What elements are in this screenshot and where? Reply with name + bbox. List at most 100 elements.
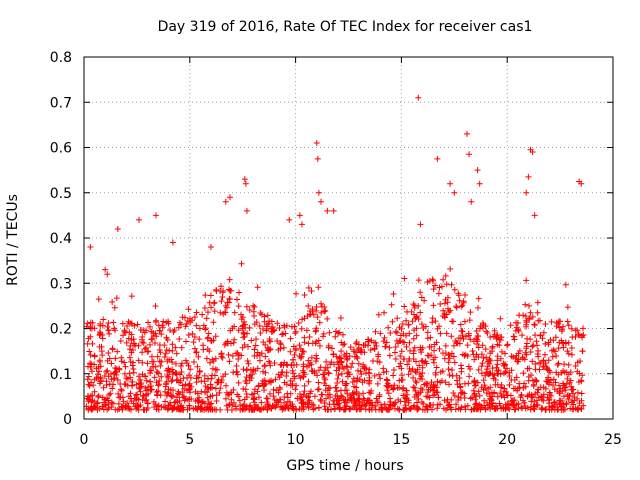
data-point: [386, 352, 393, 359]
data-point: [207, 381, 214, 388]
data-point: [167, 392, 174, 399]
data-point: [540, 329, 547, 336]
data-point: [380, 365, 387, 372]
data-point: [475, 304, 482, 311]
data-point: [498, 348, 505, 355]
data-point: [494, 393, 501, 400]
data-point: [296, 212, 303, 219]
data-point: [534, 402, 541, 409]
data-point: [317, 396, 324, 403]
data-point: [209, 365, 216, 372]
data-point: [519, 332, 526, 339]
data-point: [251, 396, 258, 403]
data-point: [551, 386, 558, 393]
data-point: [279, 331, 286, 338]
data-point: [526, 302, 533, 309]
data-point: [273, 399, 280, 406]
data-point: [91, 388, 98, 395]
data-point: [319, 371, 326, 378]
data-point: [298, 221, 305, 228]
data-point: [169, 239, 176, 246]
data-point: [572, 327, 579, 334]
data-point: [146, 367, 153, 374]
data-point: [140, 392, 147, 399]
data-point: [545, 397, 552, 404]
data-point: [401, 339, 408, 346]
data-point: [267, 338, 274, 345]
data-point: [236, 397, 243, 404]
data-point: [376, 371, 383, 378]
data-point: [243, 391, 250, 398]
data-point: [234, 371, 241, 378]
data-point: [269, 324, 276, 330]
data-point: [314, 372, 321, 379]
data-point: [444, 396, 451, 403]
data-point: [222, 309, 229, 316]
data-point: [151, 374, 158, 381]
data-point: [483, 390, 490, 397]
data-point: [240, 322, 247, 329]
data-point: [540, 397, 547, 404]
x-tick-label: 15: [392, 432, 410, 448]
data-point: [87, 351, 94, 358]
data-point: [387, 330, 394, 337]
data-point: [255, 394, 262, 401]
data-point: [185, 332, 192, 339]
data-point: [129, 346, 136, 353]
data-point: [311, 393, 318, 400]
data-point: [474, 167, 481, 174]
data-point: [254, 284, 261, 291]
data-point: [349, 379, 356, 386]
data-point: [563, 380, 570, 387]
data-point: [521, 380, 528, 387]
data-point: [560, 323, 567, 330]
data-point: [239, 325, 246, 332]
data-point: [207, 304, 214, 311]
data-point: [459, 351, 466, 358]
data-point: [260, 339, 267, 346]
data-point: [580, 325, 587, 332]
data-point: [434, 155, 441, 162]
data-point: [147, 378, 154, 385]
data-point: [330, 207, 337, 214]
data-point: [283, 361, 290, 368]
data-point: [527, 406, 534, 413]
data-point: [258, 350, 265, 357]
data-point: [578, 180, 585, 187]
data-point: [193, 309, 200, 316]
data-point: [453, 303, 460, 310]
data-point: [129, 378, 136, 385]
data-point: [165, 320, 172, 327]
data-point: [397, 398, 404, 405]
data-point: [217, 385, 224, 392]
data-point: [177, 362, 184, 369]
data-point: [203, 355, 210, 362]
data-point: [351, 353, 358, 360]
data-point: [154, 353, 161, 360]
data-point: [165, 373, 172, 380]
data-point: [342, 387, 349, 394]
data-point: [179, 382, 186, 389]
data-point: [471, 382, 478, 389]
data-point: [504, 341, 511, 348]
data-point: [532, 332, 539, 339]
data-point: [219, 354, 226, 361]
data-point: [455, 394, 462, 401]
data-point: [130, 340, 137, 347]
data-point: [260, 368, 267, 375]
data-point: [447, 180, 454, 187]
data-point: [523, 343, 530, 350]
data-point: [91, 325, 98, 332]
data-point: [305, 403, 312, 410]
data-point: [235, 356, 242, 363]
data-point: [103, 378, 110, 385]
data-point: [161, 342, 168, 349]
data-point: [273, 387, 280, 394]
data-point: [562, 339, 569, 346]
data-point: [86, 396, 93, 403]
data-point: [134, 402, 141, 409]
data-point: [464, 342, 471, 349]
data-point: [408, 308, 415, 315]
data-point: [549, 382, 556, 389]
data-point: [410, 384, 417, 391]
